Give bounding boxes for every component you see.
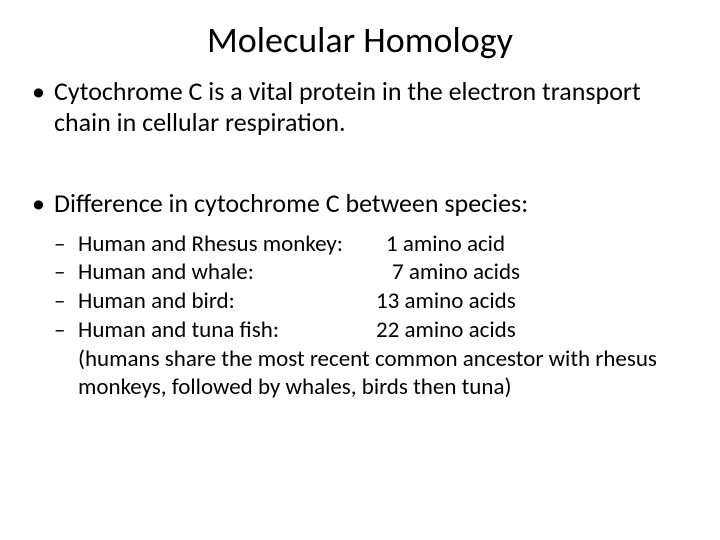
comparison-label: Human and bird: <box>78 287 296 316</box>
note-text: (humans share the most recent common anc… <box>78 345 657 402</box>
bullet-1-text: Cytochrome C is a vital protein in the e… <box>54 75 641 138</box>
spacer <box>28 150 692 188</box>
comparison-note: (humans share the most recent common anc… <box>54 345 692 403</box>
comparison-value: 22 amino acids <box>296 316 516 345</box>
comparison-list: Human and Rhesus monkey: 1 amino acid Hu… <box>54 230 692 403</box>
comparison-row: Human and Rhesus monkey: 1 amino acid <box>54 230 692 259</box>
slide-title: Molecular Homology <box>28 18 692 62</box>
comparison-label: Human and whale: <box>78 258 296 287</box>
bullet-list-2: Difference in cytochrome C between speci… <box>28 188 692 402</box>
bullet-2-text: Difference in cytochrome C between speci… <box>54 187 528 219</box>
comparison-row: Human and tuna fish: 22 amino acids <box>54 316 692 345</box>
comparison-row: Human and whale: 7 amino acids <box>54 258 692 287</box>
bullet-list: Cytochrome C is a vital protein in the e… <box>28 76 692 138</box>
comparison-label: Human and Rhesus monkey: <box>78 230 386 259</box>
bullet-1: Cytochrome C is a vital protein in the e… <box>28 76 692 138</box>
comparison-row: Human and bird: 13 amino acids <box>54 287 692 316</box>
slide: Molecular Homology Cytochrome C is a vit… <box>0 0 720 540</box>
comparison-value: 13 amino acids <box>296 287 516 316</box>
comparison-label: Human and tuna fish: <box>78 316 296 345</box>
comparison-value: 7 amino acids <box>296 258 520 287</box>
bullet-2: Difference in cytochrome C between speci… <box>28 188 692 402</box>
comparison-value: 1 amino acid <box>386 230 505 259</box>
